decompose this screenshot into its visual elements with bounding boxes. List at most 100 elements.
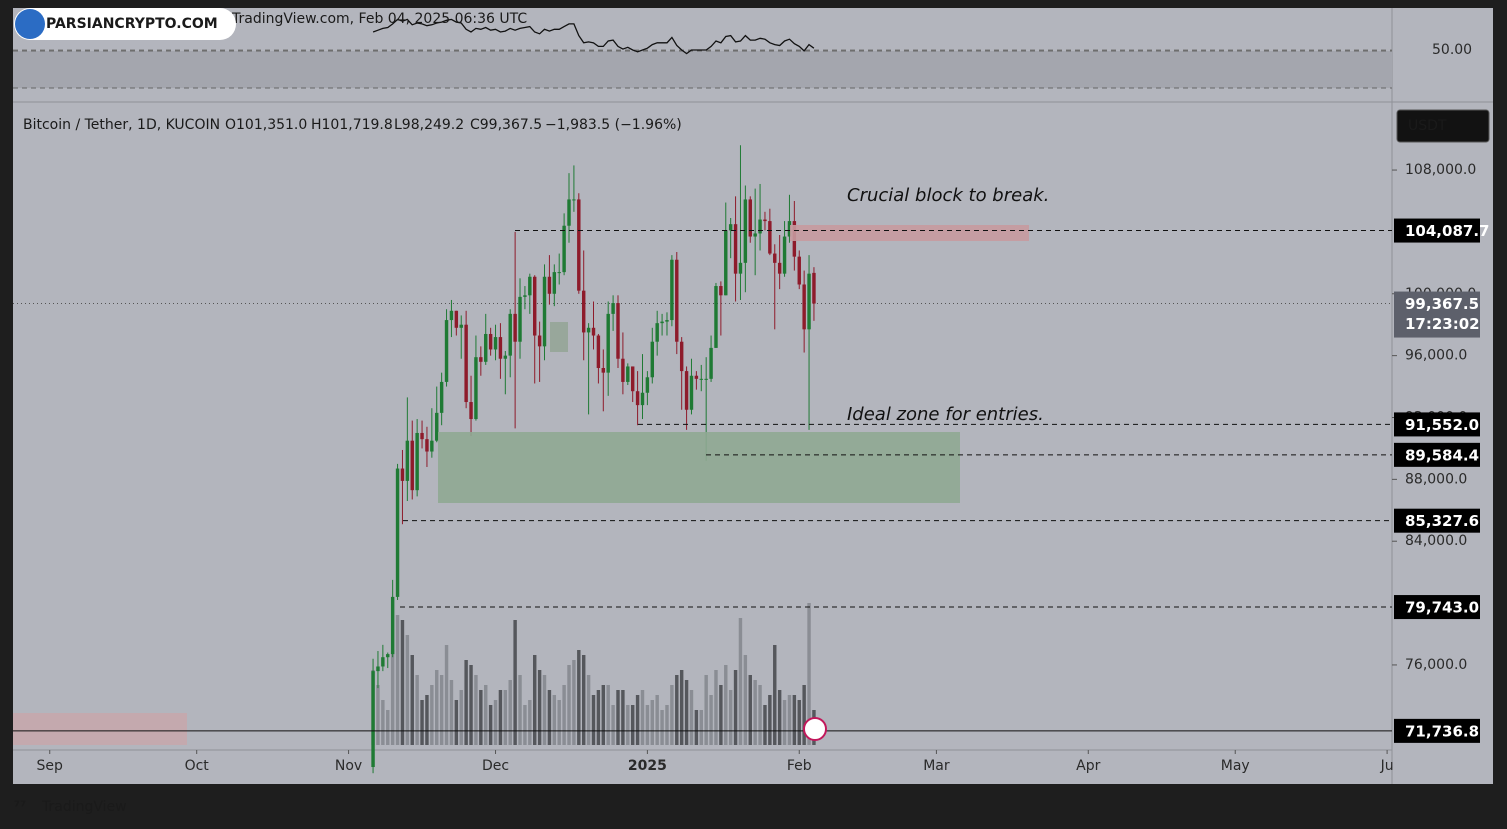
small-zone <box>550 322 568 352</box>
level-label: 91,552.0 <box>1405 416 1479 434</box>
footer-logo: ⁷⁷ <box>14 799 26 815</box>
volume-bar <box>586 675 591 745</box>
candle-body <box>552 272 557 294</box>
volume-bar <box>415 675 419 745</box>
candle-body <box>733 224 738 274</box>
candle-body <box>420 432 424 440</box>
candle-body <box>782 236 787 274</box>
level-badge <box>1394 508 1480 533</box>
y-tick-label: 76,000.0 <box>1405 657 1467 673</box>
candle-body <box>616 303 620 359</box>
volume-bar <box>596 690 601 745</box>
candle-body <box>493 337 498 350</box>
volume-bar <box>547 690 552 745</box>
candle-body <box>528 276 532 296</box>
volume-bar <box>528 700 532 745</box>
volume-bar <box>640 690 645 745</box>
candle-body <box>655 323 659 342</box>
candle-body <box>503 355 508 359</box>
candle-body <box>523 295 527 297</box>
volume-bar <box>606 685 610 745</box>
volume-bar <box>635 695 640 745</box>
volume-bar <box>464 660 468 745</box>
volume-bar <box>454 700 459 745</box>
volume-bar <box>621 690 625 745</box>
volume-bar <box>738 618 743 745</box>
candle-body <box>714 286 718 348</box>
volume-bar <box>469 665 473 745</box>
candle-body <box>626 366 630 382</box>
volume-bar <box>581 655 586 745</box>
volume-bar <box>567 665 571 745</box>
volume-bar <box>410 655 414 745</box>
candle-body <box>650 341 655 378</box>
candle-body <box>709 347 713 379</box>
candle-body <box>807 273 811 330</box>
candle-body <box>738 262 743 274</box>
candle-body <box>719 286 723 296</box>
candle-body <box>469 402 473 420</box>
candle-body <box>758 219 762 234</box>
candle-body <box>395 468 400 597</box>
candle-body <box>454 310 459 328</box>
volume-bar <box>665 705 669 745</box>
volume-bar <box>533 655 537 745</box>
candle-body <box>484 333 488 362</box>
currency-box[interactable] <box>1396 109 1490 143</box>
level-label: 71,736.8 <box>1405 722 1479 740</box>
volume-bar <box>498 690 503 745</box>
footer: TradingView <box>41 799 127 815</box>
ohlc-low: L98,249.2 <box>394 117 464 133</box>
annotation: Ideal zone for entries. <box>847 404 1044 425</box>
volume-bar <box>645 705 650 745</box>
volume-bar <box>777 690 782 745</box>
volume-bar <box>626 705 630 745</box>
volume-bar <box>694 710 699 745</box>
candle-body <box>660 321 664 324</box>
candle-body <box>773 253 777 263</box>
event-icon[interactable] <box>803 717 827 741</box>
ohlc-open: O101,351.0 <box>225 117 307 133</box>
candle-body <box>802 284 806 330</box>
volume-bar <box>577 650 581 745</box>
volume-bar <box>724 665 728 745</box>
candle-body <box>386 654 390 658</box>
volume-bar <box>714 670 718 745</box>
candle-body <box>665 320 669 322</box>
x-tick-label: Mar <box>923 758 950 774</box>
candle-body <box>533 276 537 336</box>
volume-bar <box>748 675 752 745</box>
candle-body <box>684 371 689 410</box>
candle-body <box>376 666 380 672</box>
volume-bar <box>552 695 557 745</box>
candle-body <box>812 272 816 304</box>
rsi-tick-label: 50.00 <box>1432 42 1472 58</box>
candle-body <box>763 219 767 222</box>
volume-bar <box>650 700 655 745</box>
volume-bar <box>479 690 483 745</box>
volume-bar <box>376 685 380 745</box>
currency[interactable]: USDT <box>1408 118 1447 134</box>
candle-body <box>464 324 468 403</box>
candle-body <box>621 358 625 382</box>
watermark-pill <box>14 8 236 40</box>
annotation: Crucial block to break. <box>847 185 1049 206</box>
symbol-title: Bitcoin / Tether, 1D, KUCOIN <box>23 117 220 133</box>
volume-bar <box>503 690 508 745</box>
candle-body <box>586 327 591 333</box>
candle-body <box>410 440 414 491</box>
candle-body <box>371 671 375 768</box>
volume-bar <box>768 695 772 745</box>
candle-body <box>567 199 571 226</box>
x-tick-label: Nov <box>335 758 362 774</box>
candle-body <box>498 337 503 359</box>
volume-bar <box>611 705 615 745</box>
volume-bar <box>753 680 757 745</box>
volume-bar <box>395 615 400 745</box>
candle-body <box>415 432 419 491</box>
volume-bar <box>386 710 390 745</box>
volume-bar <box>562 685 566 745</box>
y-tick-label: 108,000.0 <box>1405 162 1476 178</box>
candle-body <box>596 335 601 369</box>
